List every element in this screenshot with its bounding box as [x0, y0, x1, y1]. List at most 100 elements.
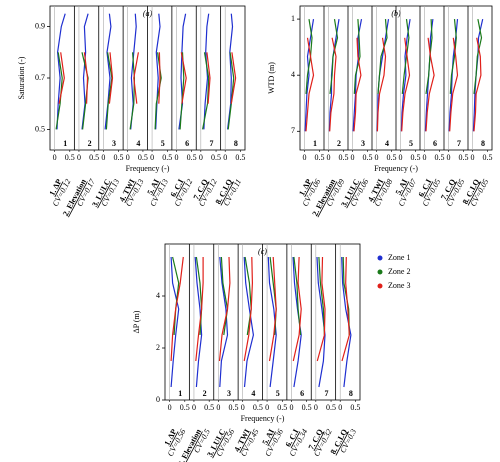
frequency-curve [305, 37, 315, 132]
x-tick-label: 0 [351, 153, 355, 162]
x-tick-label: 0 [168, 403, 172, 412]
x-tick-label: 0.5 [235, 153, 245, 162]
frequency-curve [170, 256, 180, 388]
y-tick-label: 0.7 [35, 73, 45, 82]
y-axis-label: Saturation (-) [17, 56, 26, 99]
subplot-number: 7 [457, 139, 461, 148]
x-tick-label: 0 [314, 403, 318, 412]
frequency-curve [243, 256, 255, 388]
x-tick-label: 0 [423, 153, 427, 162]
frequency-curve [56, 13, 66, 130]
frequency-curve [449, 37, 459, 132]
x-tick-label: 0.5 [350, 403, 360, 412]
frequency-curve [425, 37, 435, 132]
legend-label: Zone 1 [388, 253, 410, 262]
frequency-curve [129, 52, 136, 130]
frequency-curve [58, 52, 65, 104]
x-tick-label: 0.5 [180, 403, 190, 412]
x-tick-label: 0 [199, 153, 203, 162]
subplot-number: 5 [161, 139, 165, 148]
x-axis-label: Frequency (-) [126, 164, 170, 173]
x-tick-label: 0 [241, 403, 245, 412]
frequency-curve [473, 18, 483, 94]
frequency-curve [341, 256, 350, 362]
x-tick-label: 0.5 [114, 153, 124, 162]
x-tick-label: 0.5 [483, 153, 493, 162]
x-tick-label: 0 [216, 403, 220, 412]
frequency-curve [377, 19, 388, 94]
frequency-curve [243, 256, 254, 362]
x-tick-label: 0 [174, 153, 178, 162]
frequency-curve [83, 52, 89, 104]
frequency-curve [170, 256, 184, 362]
x-tick-label: 0 [447, 153, 451, 162]
x-tick-label: 0 [327, 153, 331, 162]
frequency-curve [195, 257, 204, 362]
y-tick-label: 7 [291, 126, 295, 135]
subplot-number: 3 [112, 139, 116, 148]
x-tick-label: 0.5 [65, 153, 75, 162]
frequency-curve [376, 37, 387, 132]
legend-marker [377, 269, 383, 275]
x-tick-label: 0 [223, 153, 227, 162]
subplot-number: 4 [251, 389, 255, 398]
frequency-curve [195, 256, 203, 336]
frequency-curve [473, 37, 482, 132]
subplot-number: 4 [385, 139, 389, 148]
x-tick-label: 0.5 [162, 153, 172, 162]
frequency-curve [202, 52, 210, 130]
x-tick-label: 0 [471, 153, 475, 162]
frequency-curve [329, 19, 339, 94]
frequency-curve [292, 256, 302, 362]
frequency-curve [172, 256, 180, 336]
y-tick-label: 1 [291, 14, 295, 23]
y-tick-label: 4 [291, 70, 295, 79]
x-tick-label: 0 [399, 153, 403, 162]
frequency-curve [353, 19, 361, 94]
x-tick-label: 0 [303, 153, 307, 162]
legend-label: Zone 2 [388, 267, 410, 276]
x-tick-label: 0.5 [363, 153, 373, 162]
x-tick-label: 0 [101, 153, 105, 162]
frequency-curve [329, 37, 337, 132]
frequency-curve [218, 256, 231, 362]
subplot-number: 5 [409, 139, 413, 148]
frequency-curve [401, 37, 411, 132]
frequency-curve [293, 256, 302, 336]
x-tick-label: 0.5 [387, 153, 397, 162]
x-tick-label: 0 [375, 153, 379, 162]
x-tick-label: 0.5 [253, 403, 263, 412]
x-tick-label: 0.5 [459, 153, 469, 162]
x-axis-label: Frequency (-) [241, 414, 285, 423]
x-axis-label: Frequency (-) [374, 164, 418, 173]
subplot-number: 3 [361, 139, 365, 148]
x-tick-label: 0.5 [435, 153, 445, 162]
subplot-number: 3 [227, 389, 231, 398]
subplot-number: 8 [481, 139, 485, 148]
subplot-number: 7 [209, 139, 213, 148]
frequency-curve [318, 256, 325, 336]
frequency-curve [316, 256, 326, 362]
x-tick-label: 0.5 [411, 153, 421, 162]
frequency-curve [154, 52, 162, 130]
frequency-curve [133, 52, 139, 104]
subplot-number: 7 [324, 389, 328, 398]
subplot-number: 5 [276, 389, 280, 398]
subplot-number: 8 [234, 139, 238, 148]
x-tick-label: 0.5 [302, 403, 312, 412]
x-tick-label: 0 [77, 153, 81, 162]
x-tick-label: 0 [192, 403, 196, 412]
frequency-curve [230, 52, 237, 104]
frequency-curve [180, 52, 187, 104]
y-tick-label: 0 [156, 395, 160, 404]
x-tick-label: 0.5 [187, 153, 197, 162]
x-tick-label: 0 [338, 403, 342, 412]
frequency-curve [108, 52, 114, 104]
frequency-curve [268, 256, 277, 362]
frequency-curve [449, 19, 457, 94]
x-tick-label: 0.5 [204, 403, 214, 412]
x-tick-label: 0 [126, 153, 130, 162]
frequency-curve [400, 19, 411, 132]
x-tick-label: 0 [265, 403, 269, 412]
subplot-number: 2 [337, 139, 341, 148]
